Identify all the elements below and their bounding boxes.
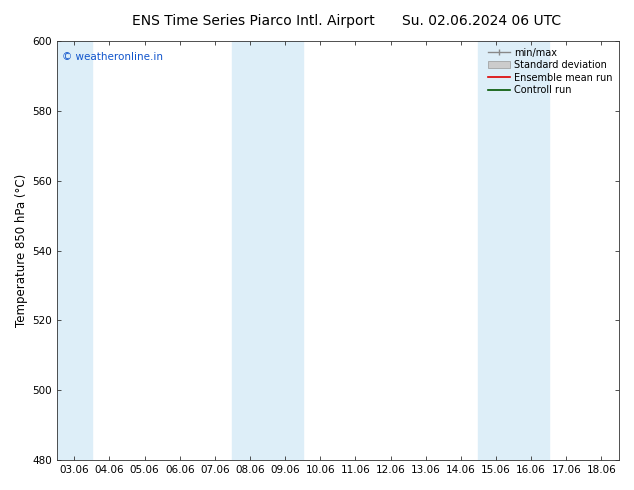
- Bar: [233, 41, 303, 460]
- Bar: [479, 41, 548, 460]
- Legend: min/max, Standard deviation, Ensemble mean run, Controll run: min/max, Standard deviation, Ensemble me…: [486, 46, 614, 97]
- Y-axis label: Temperature 850 hPa (°C): Temperature 850 hPa (°C): [15, 174, 28, 327]
- Text: ENS Time Series Piarco Intl. Airport: ENS Time Series Piarco Intl. Airport: [133, 14, 375, 28]
- Text: Su. 02.06.2024 06 UTC: Su. 02.06.2024 06 UTC: [403, 14, 561, 28]
- Bar: [57, 41, 92, 460]
- Text: © weatheronline.in: © weatheronline.in: [62, 51, 164, 62]
